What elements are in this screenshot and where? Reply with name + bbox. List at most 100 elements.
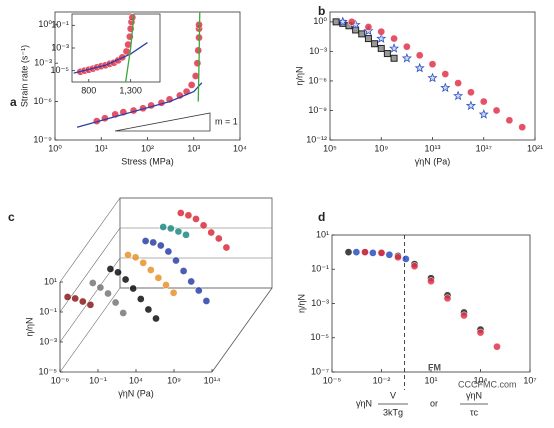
point bbox=[149, 238, 158, 247]
point bbox=[187, 277, 196, 286]
point bbox=[389, 43, 400, 53]
x-tick-label: 10¹³ bbox=[424, 143, 440, 153]
point bbox=[136, 295, 145, 303]
point bbox=[144, 305, 153, 314]
y-tick-label: 10⁻³ bbox=[51, 42, 69, 52]
point bbox=[403, 42, 411, 51]
y-axis-label: η/ηN bbox=[294, 66, 304, 85]
x-tick-label: 10⁻⁵ bbox=[323, 375, 342, 385]
y-tick-label: 10⁻⁹ bbox=[33, 134, 52, 144]
grid-line bbox=[59, 257, 272, 343]
point bbox=[192, 215, 200, 223]
point bbox=[162, 281, 170, 289]
x-tick-label: 10⁴ bbox=[474, 375, 488, 385]
x-tick-label: 10⁻² bbox=[373, 375, 391, 385]
point bbox=[377, 249, 386, 257]
x-tick-label: 10¹⁷ bbox=[476, 143, 492, 153]
point bbox=[402, 255, 410, 263]
x-axis-label: τc bbox=[470, 407, 479, 417]
x-tick-label: 10⁷ bbox=[523, 375, 536, 385]
y-tick-label: 10⁻⁶ bbox=[34, 96, 53, 106]
point bbox=[124, 40, 133, 49]
x-tick-label: 1,300 bbox=[119, 85, 142, 95]
y-tick-label: 10⁻³ bbox=[34, 58, 52, 68]
point bbox=[141, 237, 150, 245]
x-tick-label: 10⁰ bbox=[48, 143, 62, 153]
point bbox=[415, 51, 424, 60]
point bbox=[454, 79, 462, 87]
point bbox=[505, 116, 514, 125]
y-tick-label: 10⁰ bbox=[313, 16, 327, 26]
point bbox=[166, 224, 175, 233]
point bbox=[352, 248, 361, 256]
point bbox=[492, 106, 501, 115]
x-axis-label: 3kTg bbox=[383, 407, 403, 417]
watermark-site: CCCFMC.com bbox=[458, 379, 517, 389]
point bbox=[371, 40, 379, 48]
point bbox=[364, 35, 372, 43]
panel-label: a bbox=[10, 95, 17, 109]
point bbox=[465, 100, 476, 111]
point bbox=[390, 54, 398, 62]
point bbox=[410, 262, 419, 271]
point bbox=[129, 284, 138, 293]
y-axis-label: η/ηN bbox=[24, 317, 34, 336]
point bbox=[131, 253, 140, 262]
y-tick-label: 10⁻⁵ bbox=[311, 332, 330, 342]
point bbox=[63, 293, 72, 301]
panel-label: b bbox=[318, 4, 325, 18]
y-tick-label: 10⁻¹ bbox=[311, 264, 329, 274]
x-tick-label: 10¹ bbox=[424, 375, 437, 385]
point bbox=[96, 283, 105, 292]
grid-line bbox=[59, 287, 272, 373]
y-tick-label: 10⁻⁶ bbox=[309, 75, 328, 85]
point bbox=[443, 294, 452, 303]
point bbox=[441, 70, 450, 78]
point bbox=[358, 30, 366, 38]
annotation: m = 1 bbox=[215, 116, 238, 126]
point bbox=[214, 234, 223, 243]
y-tick-label: 10⁻⁵ bbox=[39, 366, 58, 376]
point bbox=[128, 13, 137, 22]
panel-label: d bbox=[318, 210, 325, 224]
y-tick-label: 10⁻¹ bbox=[51, 20, 69, 30]
point bbox=[337, 16, 348, 27]
x-tick-label: 10⁹ bbox=[374, 143, 388, 153]
x-axis-label: γ̇ηN (Pa) bbox=[118, 388, 154, 398]
y-tick-label: 10⁰ bbox=[38, 19, 52, 29]
x-tick-label: 10¹ bbox=[95, 143, 108, 153]
point bbox=[199, 221, 208, 230]
point bbox=[361, 248, 369, 256]
point bbox=[164, 247, 173, 256]
x-tick-label: 10⁴ bbox=[233, 143, 247, 153]
point bbox=[427, 277, 435, 286]
point bbox=[169, 288, 178, 297]
x-axis-label: γ̇ηN bbox=[356, 398, 372, 408]
point bbox=[377, 27, 386, 36]
point bbox=[440, 82, 451, 93]
fit-line bbox=[76, 82, 203, 128]
x-tick-label: 10⁵ bbox=[323, 143, 337, 153]
point bbox=[364, 23, 373, 31]
y-axis-label: η/ηN bbox=[296, 294, 306, 313]
point bbox=[394, 253, 402, 262]
point bbox=[460, 311, 468, 320]
plot-frame bbox=[331, 234, 531, 373]
point bbox=[154, 273, 163, 282]
point bbox=[139, 258, 148, 267]
point bbox=[179, 267, 188, 275]
point bbox=[376, 33, 387, 43]
point bbox=[401, 52, 412, 63]
point bbox=[377, 44, 385, 52]
point bbox=[222, 243, 231, 252]
grid-line bbox=[59, 197, 272, 283]
point bbox=[332, 18, 340, 26]
point bbox=[467, 88, 475, 97]
point bbox=[385, 250, 394, 259]
x-tick-label: 10¹⁴ bbox=[204, 375, 221, 385]
watermark-logo: FM bbox=[428, 362, 441, 372]
fit-line bbox=[197, 11, 201, 102]
x-tick-label: 10⁻⁶ bbox=[51, 375, 70, 385]
point bbox=[121, 275, 130, 284]
